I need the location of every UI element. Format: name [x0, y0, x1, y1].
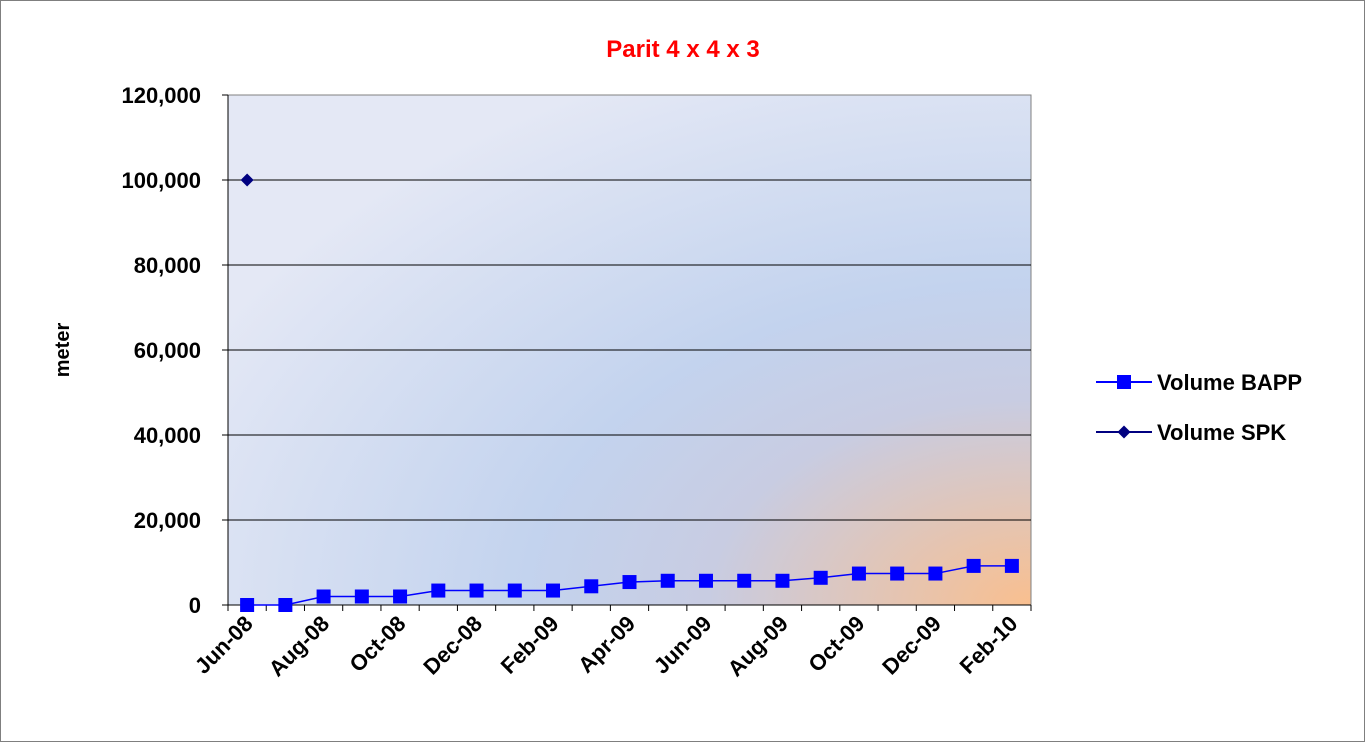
data-point	[316, 589, 331, 604]
legend-item: Volume BAPP	[1096, 370, 1302, 395]
x-tick-label: Aug-08	[264, 611, 334, 681]
x-tick-label: Dec-08	[418, 611, 487, 680]
data-point	[393, 589, 408, 604]
data-point	[660, 573, 675, 588]
data-point	[546, 583, 561, 598]
data-point	[928, 566, 943, 581]
data-point	[354, 589, 369, 604]
data-point	[966, 558, 981, 573]
x-tick-label: Aug-09	[723, 611, 793, 681]
x-tick-label: Feb-10	[955, 611, 1023, 679]
y-tick-label: 60,000	[134, 338, 201, 363]
data-point	[584, 579, 599, 594]
data-point	[813, 570, 828, 585]
data-point	[622, 575, 637, 590]
legend-label: Volume BAPP	[1157, 370, 1302, 395]
y-tick-label: 40,000	[134, 423, 201, 448]
data-point	[851, 566, 866, 581]
legend-marker	[1117, 375, 1131, 389]
x-tick-label: Feb-09	[496, 611, 564, 679]
axes	[222, 94, 1032, 611]
x-tick-label: Jun-08	[190, 611, 258, 679]
y-tick-label: 80,000	[134, 253, 201, 278]
data-point	[737, 573, 752, 588]
x-tick-label: Jun-09	[649, 611, 717, 679]
series-volume-bapp	[240, 558, 1019, 612]
data-point	[1004, 558, 1019, 573]
legend-label: Volume SPK	[1157, 420, 1286, 445]
y-axis-label: meter	[52, 323, 74, 378]
x-tick-label: Apr-09	[573, 611, 640, 678]
data-point	[507, 583, 522, 598]
gridlines	[228, 179, 1031, 521]
x-tick-label: Dec-09	[877, 611, 946, 680]
data-point	[431, 583, 446, 598]
x-tick-label: Oct-08	[345, 611, 411, 677]
chart-title: Parit 4 x 4 x 3	[606, 36, 759, 63]
legend-item: Volume SPK	[1096, 420, 1286, 445]
legend: Volume BAPP Volume SPK	[1096, 370, 1302, 445]
series	[240, 173, 1019, 612]
data-point	[890, 566, 905, 581]
y-tick-labels: 0 20,000 40,000 60,000 80,000 100,000 120,000	[121, 83, 201, 618]
data-point	[240, 173, 254, 187]
data-point	[775, 573, 790, 588]
data-point	[469, 583, 484, 598]
y-tick-label: 0	[189, 593, 201, 618]
data-point	[698, 573, 713, 588]
series-volume-spk	[240, 173, 254, 187]
y-tick-label: 100,000	[121, 168, 201, 193]
data-point	[278, 598, 293, 612]
data-point	[240, 598, 255, 612]
x-tick-labels: Jun-08 Aug-08 Oct-08 Dec-08 Feb-09 Apr-09 Jun-…	[190, 611, 1023, 681]
y-tick-label: 20,000	[134, 508, 201, 533]
legend-marker	[1117, 425, 1131, 439]
y-tick-label: 120,000	[121, 83, 201, 108]
x-tick-label: Oct-09	[803, 611, 869, 677]
